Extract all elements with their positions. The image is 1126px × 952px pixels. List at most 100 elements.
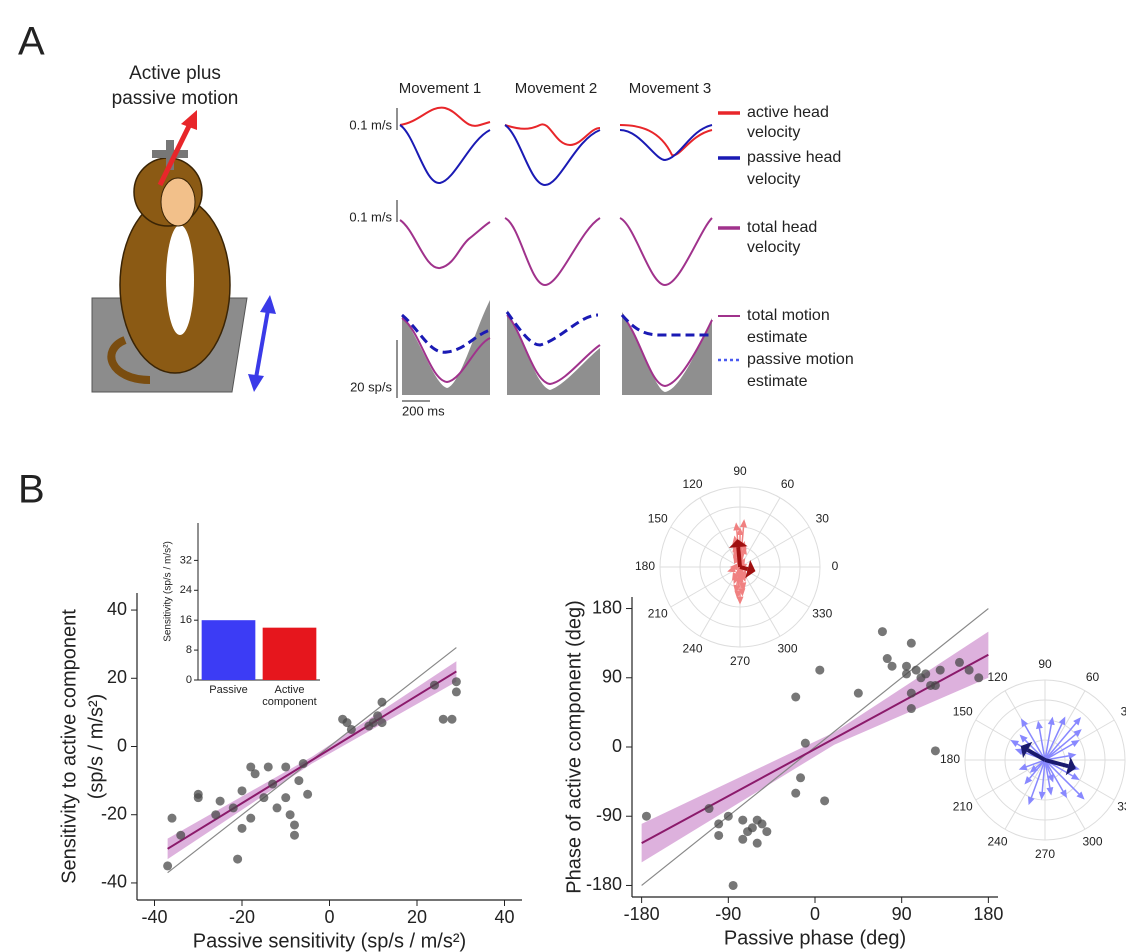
arrow-shaft [1044, 722, 1077, 761]
arrow-shaft [1024, 724, 1046, 761]
trace [619, 124, 713, 157]
y-tick-label: 16 [180, 614, 192, 626]
face [160, 177, 196, 227]
arrow-head [733, 584, 741, 593]
arrow-head [1014, 748, 1024, 756]
active-arrow [157, 122, 193, 187]
point [281, 762, 291, 772]
illustration-title: Active plus [129, 63, 221, 84]
head-post [166, 140, 174, 170]
point [820, 796, 830, 806]
y-tick-label: 0 [612, 736, 622, 756]
point [935, 665, 945, 675]
point [303, 789, 313, 799]
arrow-head [1024, 776, 1033, 785]
polar-arrow [739, 560, 756, 579]
polar-arrow [1044, 759, 1085, 800]
arrow-shaft [739, 565, 749, 572]
arrow-shaft [1044, 723, 1063, 761]
theta-tick-label: 150 [953, 705, 973, 719]
legend-label: total motion [747, 307, 830, 324]
arrow-head [181, 110, 197, 130]
y-axis-title: Sensitivity to active component [58, 609, 80, 884]
arrow-head [733, 555, 741, 564]
point [233, 854, 243, 864]
arrow-head [1076, 791, 1085, 800]
trace [619, 217, 713, 287]
point [791, 692, 801, 702]
arrow-shaft [735, 566, 741, 575]
point [887, 661, 897, 671]
y-tick-label: 40 [107, 599, 127, 619]
polar-arrow [1044, 717, 1081, 761]
point [246, 762, 256, 772]
x-tick-label: 0 [810, 904, 820, 924]
x-axis-title: Passive phase (deg) [724, 927, 906, 949]
arrow-head [1073, 729, 1082, 737]
arrow-head [745, 560, 756, 579]
y-axis-title: Sensitivity (sp/s / m/s²) [163, 541, 174, 642]
polar-spoke [975, 759, 1046, 801]
point [272, 803, 282, 813]
polar-arrow [1044, 716, 1066, 761]
y-tick-label: 180 [592, 597, 622, 617]
theta-tick-label: 240 [987, 834, 1007, 848]
point [167, 813, 177, 823]
arrow-shaft [1044, 759, 1051, 788]
point [974, 673, 984, 683]
legend-label: estimate [747, 329, 808, 346]
point [902, 661, 911, 671]
point [906, 688, 916, 698]
point [791, 788, 801, 798]
scale-label: 0.1 m/s [349, 117, 392, 132]
arrow-shaft [1026, 748, 1046, 762]
trace [401, 317, 491, 384]
theta-tick-label: 210 [648, 607, 668, 621]
scale-label: 0.1 m/s [349, 209, 392, 224]
theta-tick-label: 180 [940, 752, 960, 766]
y-tick-label: -180 [586, 874, 622, 894]
rate-fill [507, 310, 600, 395]
polar-arrow [1038, 759, 1046, 800]
arrow-head [739, 570, 747, 579]
point [930, 680, 940, 690]
arrow-head [1073, 717, 1081, 726]
theta-tick-label: 90 [1038, 657, 1052, 671]
arrow-head [738, 588, 746, 597]
x-tick-label: -40 [141, 907, 167, 927]
point [964, 665, 974, 675]
polar-spoke [1044, 690, 1086, 761]
arrow-head [1046, 786, 1054, 796]
polar-spoke [670, 526, 741, 568]
point [747, 823, 757, 833]
theta-tick-label: 270 [1035, 847, 1055, 861]
x-tick-label: -20 [229, 907, 255, 927]
polar-arrow [1021, 718, 1046, 761]
arrow-head [739, 519, 747, 528]
point [728, 880, 738, 890]
point [237, 786, 247, 796]
point [796, 773, 806, 783]
arrow-head [1070, 772, 1080, 780]
arrow-shaft [1044, 724, 1052, 761]
theta-tick-label: 330 [1117, 800, 1126, 814]
point [738, 834, 748, 844]
trace [401, 313, 491, 354]
point [911, 665, 921, 675]
polar-arrow [1020, 741, 1046, 762]
theta-tick-label: 210 [953, 800, 973, 814]
arrow-head [1019, 734, 1028, 743]
theta-tick-label: 120 [987, 670, 1007, 684]
legend-label: velocity [747, 239, 800, 256]
x-tick-label: Active component [262, 684, 317, 708]
point [294, 776, 304, 786]
trace [399, 106, 491, 127]
theta-tick-label: 120 [682, 477, 702, 491]
point [882, 654, 892, 664]
arrow-head [1038, 791, 1046, 800]
arrow-head [736, 527, 744, 535]
arrow-shaft [1044, 759, 1052, 776]
point [211, 810, 221, 820]
point [346, 724, 356, 734]
